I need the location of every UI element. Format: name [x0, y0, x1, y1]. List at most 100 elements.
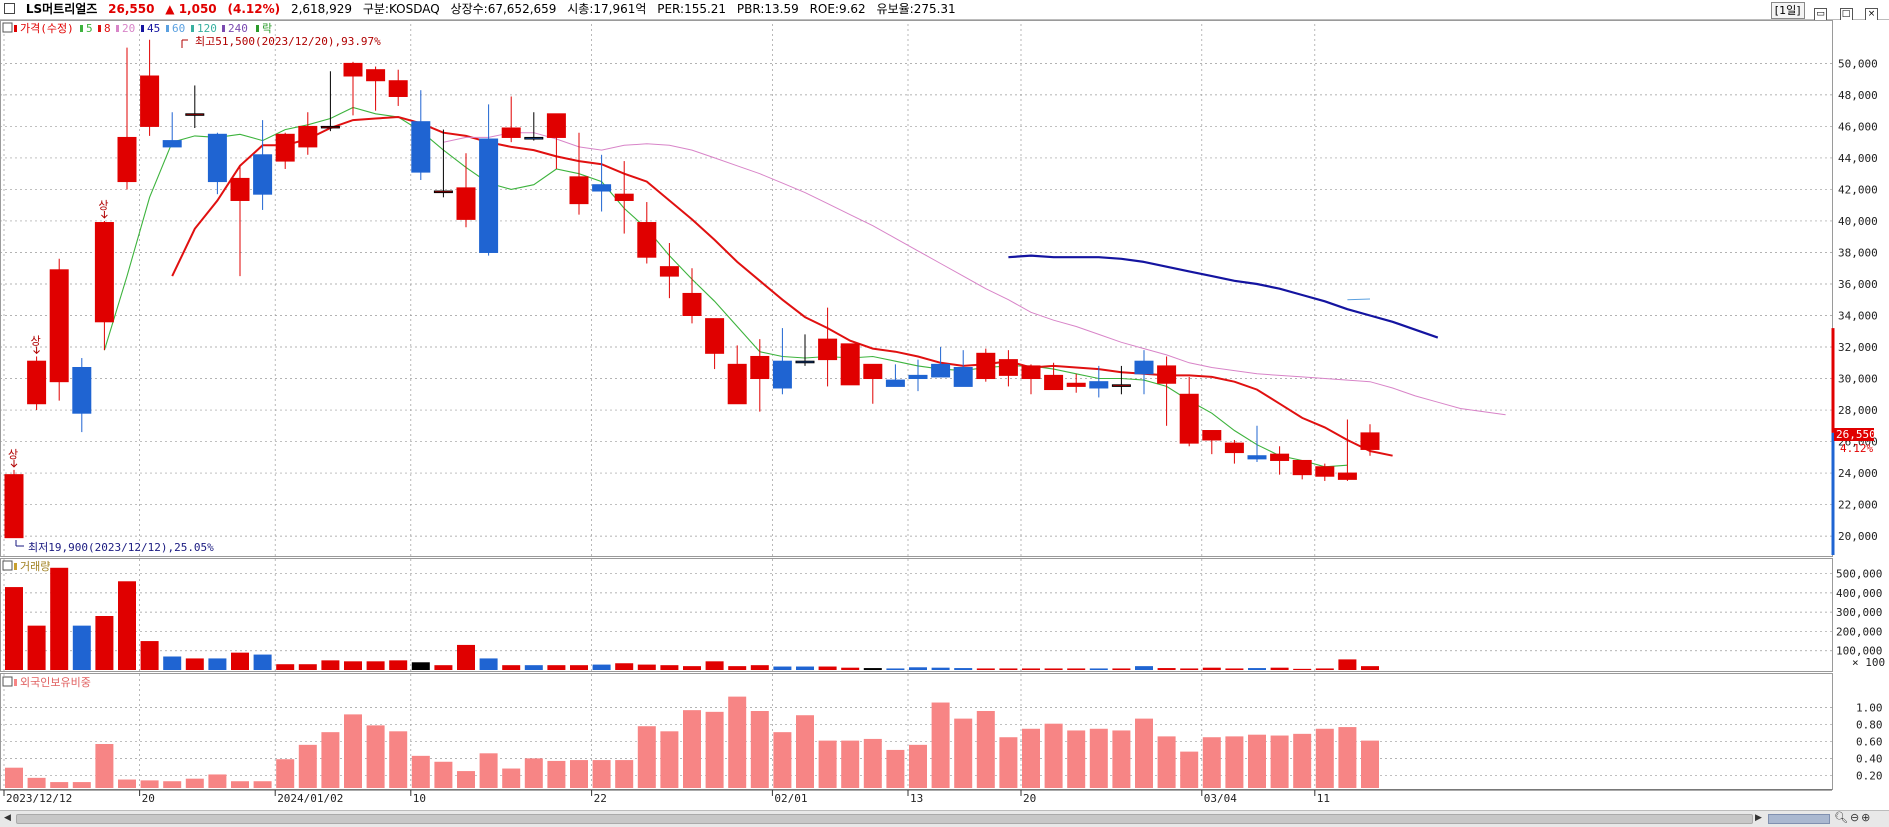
candle-body	[727, 363, 747, 405]
volume-bar	[231, 652, 249, 670]
horizontal-scrollbar[interactable]: ◀ ▶ 🔍︎⊖⊕	[0, 810, 1889, 827]
price-axis-label: 20,000	[1838, 530, 1878, 543]
volume-bar	[1270, 667, 1289, 670]
volume-bar	[163, 656, 182, 670]
volume-bar	[1202, 667, 1221, 670]
volume-bar	[411, 662, 430, 670]
last-price-tag	[1834, 428, 1874, 441]
volume-unit-label: × 100	[1852, 656, 1885, 669]
candle-body	[637, 222, 657, 258]
candle-body	[1315, 466, 1335, 477]
foreign-bar	[637, 726, 656, 788]
low-annotation: 최저19,900(2023/12/12),25.05%	[28, 541, 214, 554]
candle-body	[1247, 455, 1267, 460]
candle-body	[1337, 472, 1357, 480]
candle-body	[795, 360, 815, 364]
volume-bar	[1248, 668, 1266, 670]
volume-bar	[344, 661, 362, 670]
foreign-bar	[570, 760, 588, 788]
foreign-bar	[185, 778, 204, 788]
volume-bar	[524, 665, 543, 670]
foreign-bar	[366, 725, 385, 788]
foreign-bar	[1225, 736, 1244, 788]
legend-ma20: 20	[122, 22, 135, 35]
limit-up-arrow-icon	[101, 210, 108, 219]
legend-foreign: 외국인보유비중	[20, 676, 91, 689]
date-axis-label: 03/04	[1204, 792, 1237, 805]
foreign-bar	[886, 749, 905, 788]
foreign-axis-label: 0.60	[1856, 735, 1883, 748]
foreign-bar	[728, 696, 747, 788]
candle-body	[1021, 365, 1041, 380]
foreign-bar	[1067, 730, 1086, 788]
volume-bar	[1338, 659, 1357, 670]
foreign-bar	[705, 711, 724, 788]
price-axis-label: 24,000	[1838, 467, 1878, 480]
volume-bar	[1293, 668, 1312, 670]
foreign-bar	[95, 744, 114, 788]
candle-body	[140, 75, 160, 127]
volume-bar	[321, 660, 340, 670]
current-price: 26,550	[108, 2, 155, 16]
zoom-slider[interactable]	[1768, 814, 1830, 824]
foreign-bar	[1180, 751, 1199, 788]
volume-bar	[366, 661, 385, 670]
zoom-buttons[interactable]: 🔍︎⊖⊕	[1834, 811, 1873, 824]
volume-axis-label: 200,000	[1836, 625, 1882, 638]
foreign-bar	[411, 755, 430, 788]
candle-body	[840, 343, 860, 386]
volume-bar	[728, 666, 747, 670]
candle-body	[388, 80, 408, 97]
foreign-bar	[389, 731, 408, 788]
volume-legend: 거래량	[2, 560, 50, 573]
candle-body	[885, 379, 905, 387]
legend-suffix: 락	[262, 22, 272, 35]
foreign-bar	[502, 768, 521, 788]
price-axis-label: 34,000	[1838, 309, 1878, 322]
chart-canvas[interactable]: 20,00022,00024,00026,00028,00030,00032,0…	[0, 0, 1889, 810]
timeframe-selector[interactable]: [1일]	[1770, 2, 1805, 19]
foreign-bar	[524, 758, 543, 788]
candle-body	[1089, 381, 1109, 389]
foreign-bar	[1361, 740, 1379, 788]
panel-checkbox[interactable]	[4, 3, 15, 14]
foreign-bar	[344, 714, 362, 788]
candle-body	[72, 366, 92, 414]
foreign-bar	[683, 710, 701, 788]
candle-body	[366, 69, 386, 82]
candle-body	[524, 136, 544, 140]
volume-axis-label: 100,000	[1836, 645, 1882, 658]
scroll-thumb[interactable]	[16, 814, 1753, 824]
trade-volume: 2,618,929	[290, 2, 353, 16]
candle-body	[931, 363, 951, 378]
candle-body	[569, 176, 589, 205]
volume-bar	[841, 667, 860, 670]
legend-ma45: 45	[147, 22, 160, 35]
volume-bar	[140, 641, 159, 670]
volume-bar	[1112, 668, 1131, 670]
volume-bar	[954, 668, 973, 670]
foreign-bar	[434, 761, 453, 788]
volume-bar	[909, 667, 927, 670]
volume-bar	[50, 567, 69, 670]
foreign-bar	[1044, 723, 1063, 788]
scroll-left-icon[interactable]: ◀	[4, 813, 11, 823]
high-annotation: 최고51,500(2023/12/20),93.97%	[195, 35, 381, 48]
scroll-right-icon[interactable]: ▶	[1755, 813, 1762, 823]
candle-body	[818, 338, 838, 361]
low-marker-icon	[15, 540, 24, 547]
volume-bar	[547, 665, 566, 670]
candle-body	[207, 133, 227, 183]
volume-bar	[660, 665, 679, 670]
candle-body	[1044, 374, 1064, 391]
candle-body	[908, 374, 928, 380]
price-axis-label: 28,000	[1838, 404, 1878, 417]
limit-up-label: 상	[8, 448, 18, 461]
price-axis-label: 36,000	[1838, 278, 1878, 291]
foreign-axis-label: 0.80	[1856, 719, 1883, 732]
foreign-bar	[954, 718, 973, 788]
candle-body	[185, 113, 205, 116]
candle-body	[1202, 430, 1222, 441]
price-axis-label: 50,000	[1838, 57, 1878, 70]
foreign-bar	[615, 760, 634, 788]
